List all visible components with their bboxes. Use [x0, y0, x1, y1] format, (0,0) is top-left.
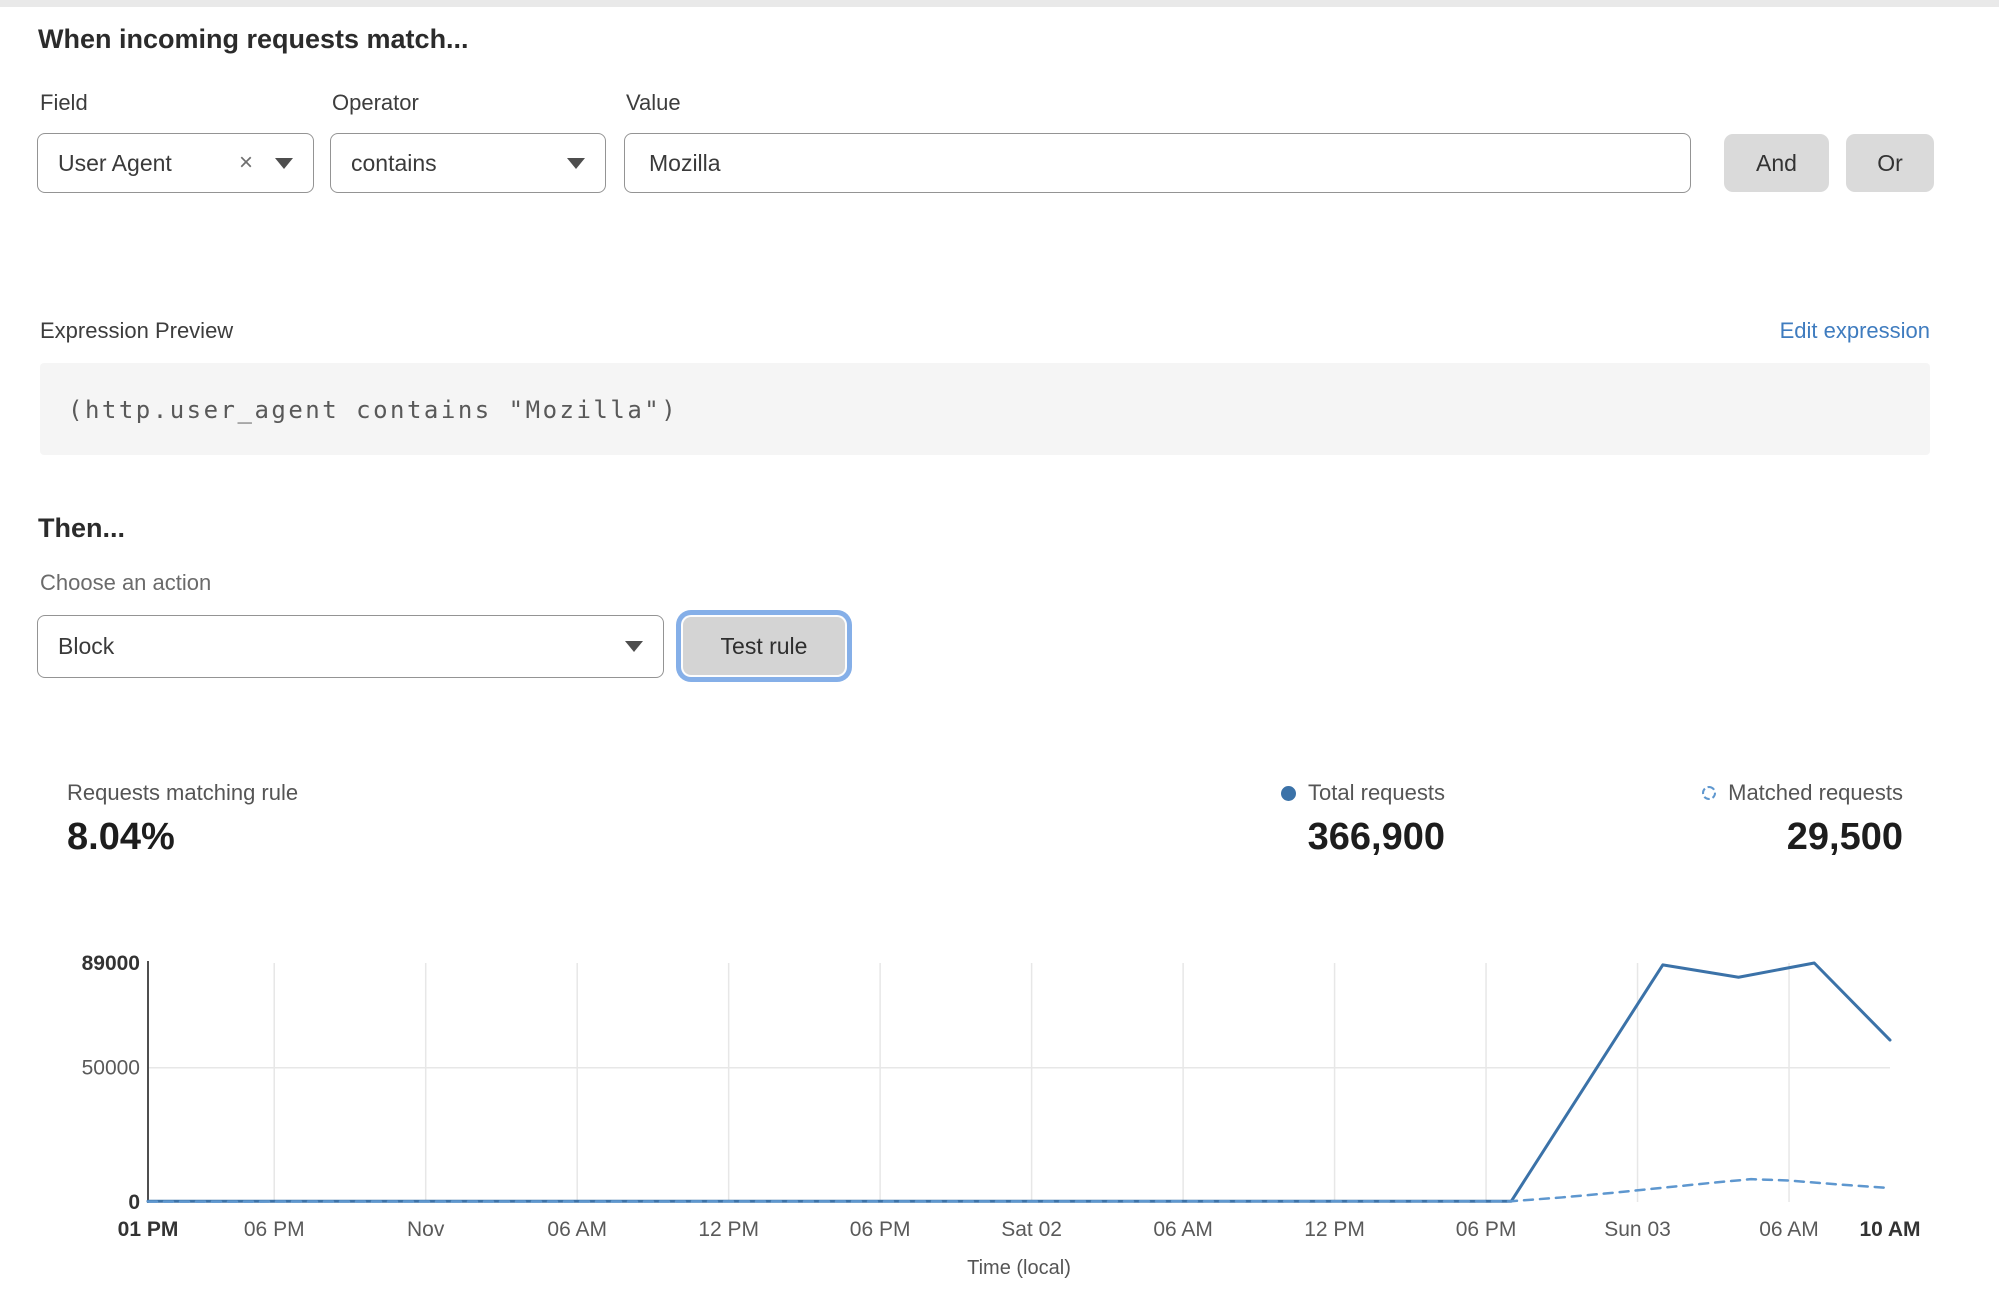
- value-label: Value: [626, 90, 681, 115]
- x-tick-label: Sat 02: [1001, 1218, 1062, 1241]
- expression-preview-label: Expression Preview: [40, 318, 234, 343]
- then-heading: Then...: [38, 513, 125, 543]
- action-select[interactable]: Block: [37, 615, 664, 678]
- x-tick-label: 01 PM: [118, 1218, 179, 1241]
- x-tick-label: 06 AM: [1759, 1218, 1819, 1241]
- value-input[interactable]: [624, 133, 1691, 193]
- matched-requests-value: 29,500: [1786, 816, 1903, 858]
- top-divider: [0, 0, 1999, 7]
- requests-chart: 0 50000 89000 01 PM 06 PM Nov 06 AM 12 PM 06 PM S…: [82, 952, 1921, 1279]
- matched-requests-block: Matched requests 29,500: [1702, 780, 1903, 859]
- chevron-down-icon: [625, 641, 643, 652]
- expression-code: (http.user_agent contains "Mozilla"): [68, 396, 679, 424]
- x-tick-label: 06 PM: [1456, 1218, 1517, 1241]
- match-heading: When incoming requests match...: [38, 24, 469, 54]
- x-tick-label: 06 PM: [244, 1218, 305, 1241]
- operator-selected-value: contains: [351, 149, 437, 176]
- y-tick-label: 89000: [82, 952, 140, 975]
- operator-label: Operator: [332, 90, 419, 115]
- x-tick-label: Nov: [407, 1218, 445, 1241]
- x-tick-label: 12 PM: [1304, 1218, 1365, 1241]
- expression-code-block: (http.user_agent contains "Mozilla"): [40, 363, 1930, 455]
- test-rule-button[interactable]: Test rule: [683, 617, 845, 675]
- matched-requests-dot-icon: [1702, 786, 1717, 800]
- total-requests-dot-icon: [1281, 785, 1297, 801]
- x-tick-label: 12 PM: [698, 1218, 759, 1241]
- y-tick-label: 0: [128, 1191, 140, 1214]
- matching-rate-value: 8.04%: [67, 816, 175, 858]
- matching-rate-block: Requests matching rule 8.04%: [67, 780, 298, 859]
- edit-expression-link[interactable]: Edit expression: [1779, 318, 1930, 343]
- x-tick-label: 06 AM: [1153, 1218, 1213, 1241]
- matched-requests-label: Matched requests: [1728, 780, 1903, 805]
- or-button[interactable]: Or: [1846, 134, 1934, 192]
- choose-action-label: Choose an action: [40, 570, 212, 595]
- total-requests-label: Total requests: [1308, 780, 1445, 805]
- operator-select[interactable]: contains: [330, 133, 606, 193]
- chevron-down-icon: [567, 157, 585, 169]
- field-clear-icon[interactable]: ×: [238, 149, 253, 176]
- x-axis-title: Time (local): [967, 1257, 1071, 1279]
- field-select[interactable]: User Agent ×: [37, 133, 314, 193]
- y-tick-label: 50000: [82, 1057, 140, 1080]
- total-requests-value: 366,900: [1307, 816, 1445, 858]
- total-requests-block: Total requests 366,900: [1281, 780, 1445, 859]
- field-selected-value: User Agent: [58, 149, 172, 176]
- action-selected-value: Block: [58, 633, 115, 659]
- chevron-down-icon: [275, 157, 293, 169]
- x-tick-label: Sun 03: [1604, 1218, 1671, 1241]
- and-button[interactable]: And: [1724, 134, 1829, 192]
- x-tick-label: 06 PM: [850, 1218, 911, 1241]
- x-tick-label: 10 AM: [1859, 1218, 1920, 1241]
- matching-rate-label: Requests matching rule: [67, 780, 299, 805]
- total-requests-line: [146, 961, 1892, 1203]
- matched-requests-line: [146, 1177, 1892, 1203]
- field-label: Field: [40, 90, 88, 115]
- x-tick-label: 06 AM: [547, 1218, 607, 1241]
